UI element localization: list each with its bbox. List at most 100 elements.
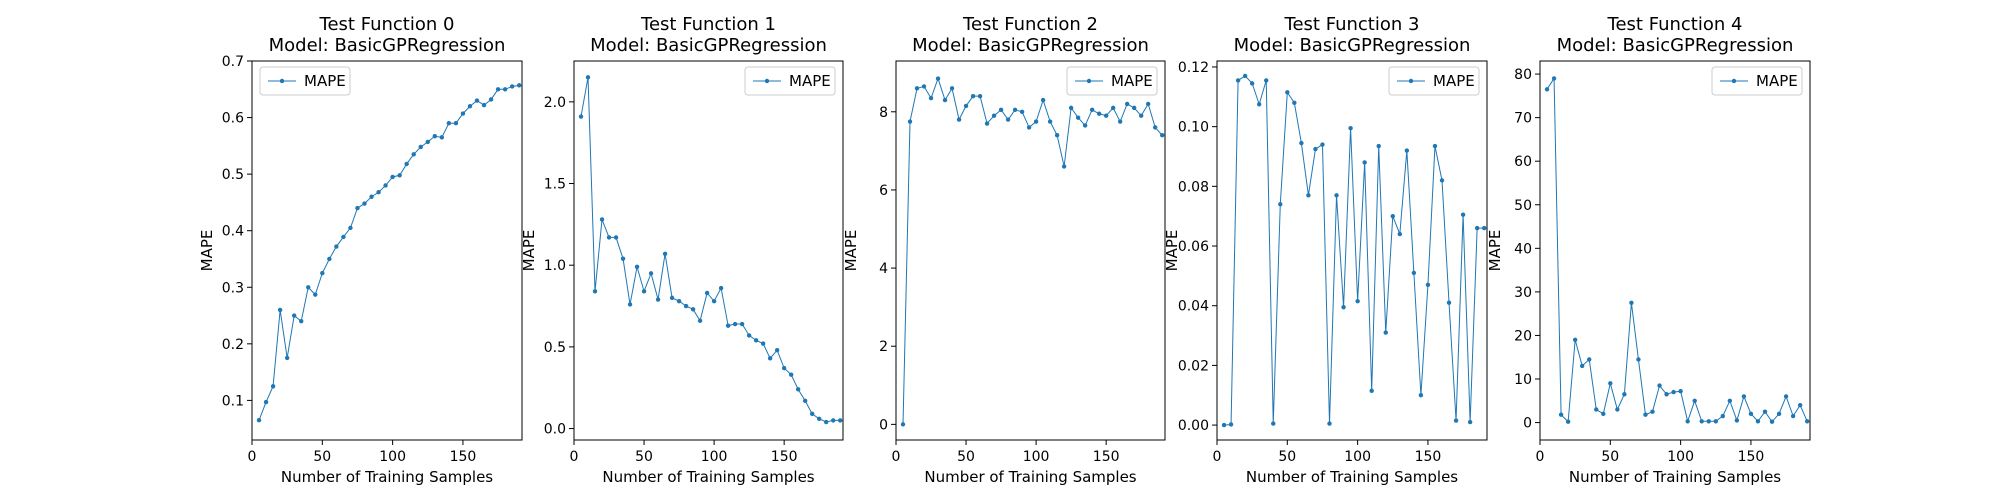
legend-box xyxy=(1711,66,1803,96)
x-tick-label: 150 xyxy=(450,449,477,465)
data-point xyxy=(963,103,969,109)
x-tick-label: 150 xyxy=(1093,449,1120,465)
data-point xyxy=(760,341,766,346)
data-point xyxy=(1068,105,1074,111)
y-tick-label: 0.0 xyxy=(544,422,566,438)
data-point xyxy=(1587,357,1592,362)
data-point xyxy=(376,190,381,195)
axes-frame xyxy=(1539,60,1811,441)
data-point xyxy=(1376,143,1381,149)
data-point xyxy=(1783,394,1789,399)
x-tick-label: 0 xyxy=(570,449,579,465)
data-point xyxy=(1341,305,1346,310)
data-point xyxy=(284,355,290,361)
data-point xyxy=(669,295,675,301)
data-point xyxy=(823,419,829,425)
data-point xyxy=(830,418,836,423)
data-point xyxy=(725,323,731,328)
data-point xyxy=(641,289,647,294)
data-point xyxy=(1713,419,1718,424)
series-line xyxy=(580,77,841,423)
legend-box xyxy=(259,66,351,96)
data-point xyxy=(1601,411,1606,417)
data-point xyxy=(1256,102,1262,107)
data-point xyxy=(1544,87,1550,92)
data-point xyxy=(802,398,808,403)
data-point xyxy=(1706,419,1711,424)
x-tick-label: 100 xyxy=(1667,449,1694,465)
y-tick-label: 0.5 xyxy=(222,167,244,183)
chart-title: Test Function 1 xyxy=(640,14,776,35)
y-tick-label: 0.2 xyxy=(222,337,244,353)
x-tick-label: 50 xyxy=(313,449,331,465)
y-axis-label: MAPE xyxy=(842,230,860,272)
data-point xyxy=(984,121,990,126)
x-tick-label: 150 xyxy=(1738,449,1765,465)
data-point xyxy=(1446,300,1452,305)
y-axis-label: MAPE xyxy=(198,230,216,272)
data-point xyxy=(935,76,941,81)
data-point xyxy=(1755,419,1761,424)
data-point xyxy=(837,418,843,423)
data-point xyxy=(1797,402,1803,408)
data-point xyxy=(1432,143,1438,149)
data-point xyxy=(1741,394,1747,399)
legend-marker xyxy=(1731,78,1737,84)
data-point xyxy=(1117,119,1123,124)
data-point xyxy=(697,318,703,323)
data-point xyxy=(1152,125,1158,130)
data-point xyxy=(1159,133,1165,138)
chart-subtitle: Model: BasicGPRegression xyxy=(590,35,827,56)
data-point xyxy=(1769,419,1775,424)
data-point xyxy=(474,98,480,103)
legend: MAPE xyxy=(1066,66,1158,96)
data-point xyxy=(320,270,325,276)
axes-frame xyxy=(251,60,523,441)
data-point xyxy=(809,411,815,417)
chart-title: Test Function 0 xyxy=(319,14,455,35)
y-tick-label: 1.5 xyxy=(544,177,566,193)
x-tick-label: 100 xyxy=(1344,449,1371,465)
legend: MAPE xyxy=(744,66,836,96)
data-point xyxy=(1019,109,1025,114)
data-point xyxy=(949,86,955,91)
data-point xyxy=(1699,419,1704,424)
data-point xyxy=(1348,125,1353,131)
data-point xyxy=(1026,125,1032,130)
data-point xyxy=(662,251,668,256)
data-point xyxy=(1271,421,1276,426)
legend: MAPE xyxy=(1388,66,1480,96)
data-point xyxy=(627,302,633,307)
legend-marker xyxy=(764,78,770,84)
data-point xyxy=(1103,113,1109,118)
y-tick-label: 0.10 xyxy=(1178,120,1209,136)
data-point xyxy=(1720,413,1726,419)
data-point xyxy=(383,183,388,188)
y-tick-label: 0.5 xyxy=(544,340,566,356)
data-point xyxy=(1221,422,1227,428)
data-point xyxy=(914,86,920,91)
data-point xyxy=(816,416,822,421)
y-tick-label: 2.0 xyxy=(544,95,566,111)
data-point xyxy=(1776,411,1782,417)
chart-title: Test Function 2 xyxy=(962,14,1098,35)
chart-subtitle: Model: BasicGPRegression xyxy=(1557,35,1794,56)
data-point xyxy=(460,111,466,116)
y-tick-label: 0.08 xyxy=(1178,179,1209,195)
data-point xyxy=(1096,111,1102,116)
data-point xyxy=(1397,231,1403,237)
y-tick-label: 4 xyxy=(879,261,888,277)
data-point xyxy=(1474,225,1480,231)
data-point xyxy=(502,87,508,92)
data-point xyxy=(1608,381,1613,386)
data-point xyxy=(256,418,262,423)
data-point xyxy=(648,271,654,276)
data-point xyxy=(1664,392,1669,397)
y-tick-label: 40 xyxy=(1514,241,1532,257)
x-tick-label: 100 xyxy=(379,449,406,465)
data-point xyxy=(753,338,759,343)
data-point xyxy=(1453,418,1459,423)
chart-subtitle: Model: BasicGPRegression xyxy=(1234,35,1471,56)
